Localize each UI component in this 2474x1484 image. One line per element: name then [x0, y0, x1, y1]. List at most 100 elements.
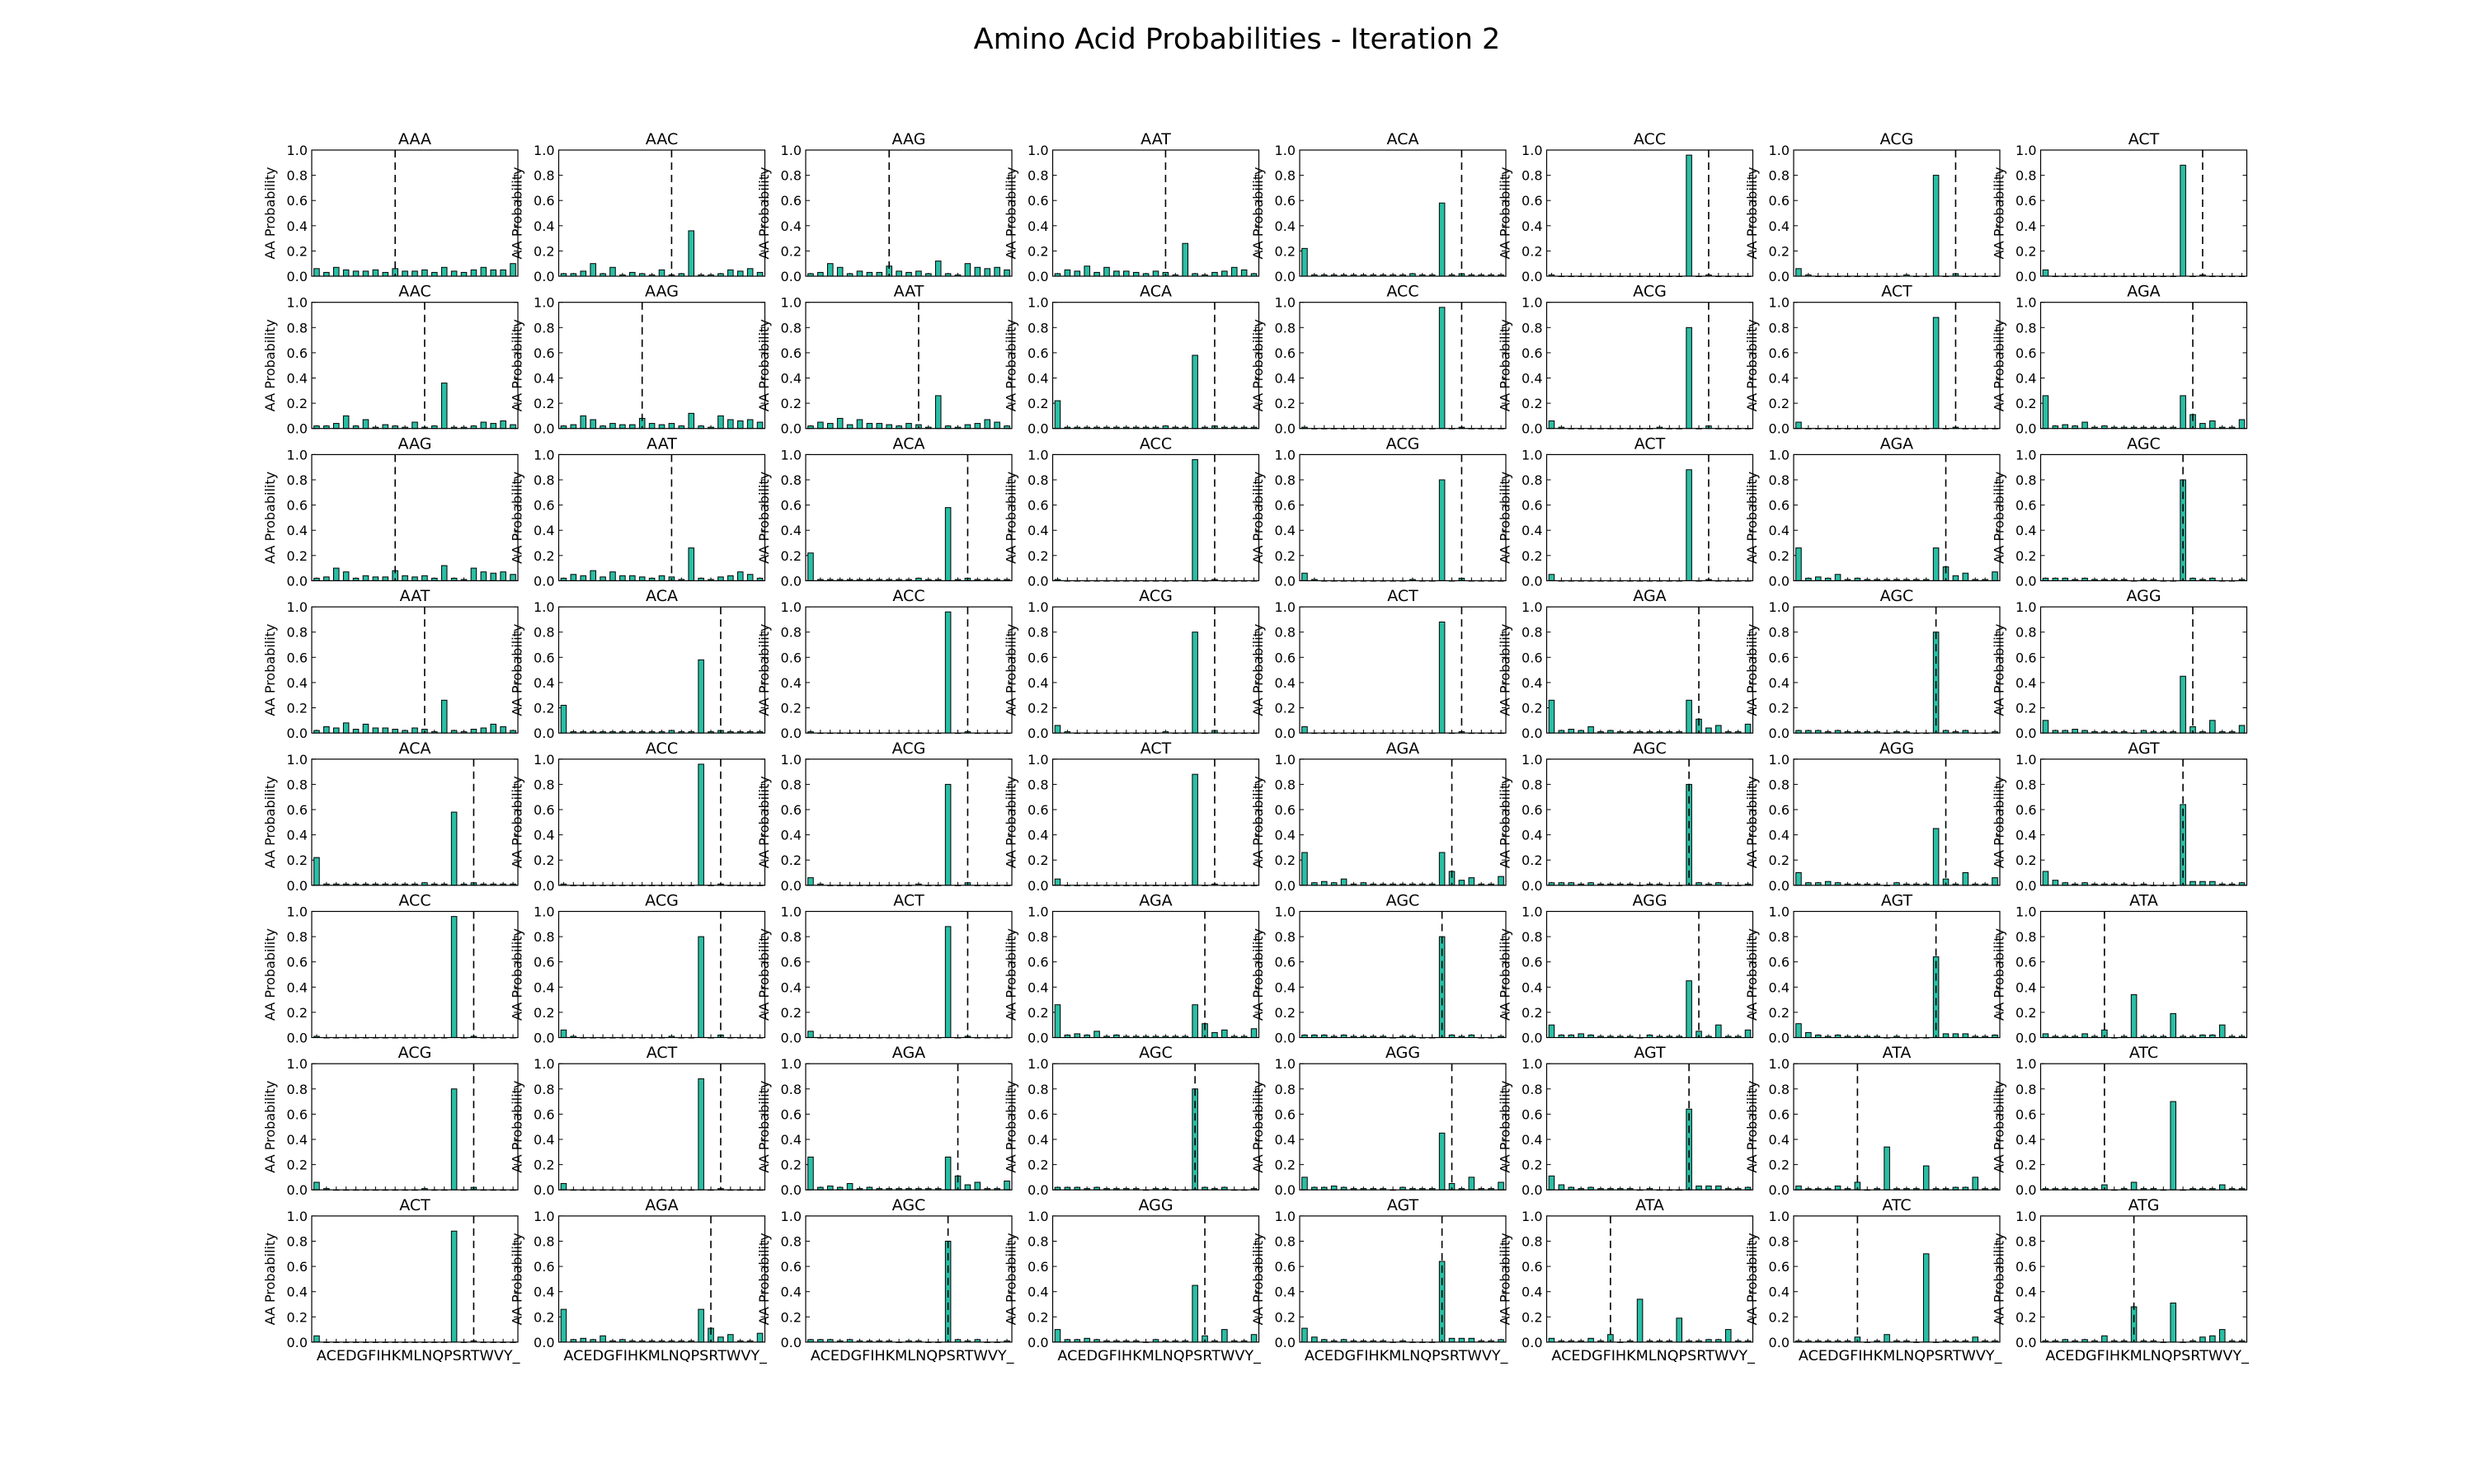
- bar-D: [590, 570, 596, 581]
- y-tick-label: 1.0: [2015, 447, 2036, 463]
- y-tick-label: 0.0: [287, 421, 308, 437]
- subplot-title: ACC: [646, 740, 678, 758]
- y-tick-label: 0.4: [1522, 675, 1542, 691]
- y-tick-label: 1.0: [287, 447, 308, 463]
- bar-P: [440, 565, 448, 581]
- y-tick-label: 0.0: [1275, 878, 1296, 894]
- y-tick-label: 0.0: [534, 878, 554, 894]
- bar-V: [490, 723, 497, 734]
- y-tick-label: 0.8: [287, 777, 308, 792]
- subplot-2-5: ACC AA Probability 0.0 0.2 0.4 0.6 0.8 1.0: [1250, 283, 1507, 437]
- axes-frame: [311, 606, 519, 734]
- y-tick-label: 1.0: [1028, 752, 1048, 768]
- bar-N: [421, 269, 428, 277]
- y-tick-label: 0.0: [2015, 421, 2036, 437]
- bar-A: [1054, 1004, 1061, 1038]
- y-tick-label: 0.0: [287, 1182, 308, 1198]
- axes-frame: [805, 606, 1013, 734]
- y-tick-label: 1.0: [2015, 1209, 2036, 1224]
- y-tick-label: 0.4: [781, 1284, 802, 1300]
- bar-L: [658, 575, 666, 581]
- bar-F: [362, 419, 369, 430]
- y-tick-label: 0.8: [2015, 320, 2036, 336]
- y-tick-label: 0.6: [2015, 1259, 2036, 1275]
- y-tick-label: 0.6: [1522, 802, 1542, 818]
- bar-S: [1686, 326, 1692, 430]
- bar-T: [1952, 575, 1959, 581]
- axes-frame: [2039, 453, 2248, 582]
- bar-_: [1744, 1029, 1752, 1038]
- y-tick-label: 0.2: [287, 548, 308, 564]
- bar-A: [2042, 1033, 2049, 1039]
- y-tick-label: 0.6: [1028, 498, 1048, 514]
- y-tick-label: 0.2: [781, 1309, 802, 1325]
- y-tick-label: 0.8: [2015, 472, 2036, 488]
- bar-L: [412, 727, 418, 734]
- y-tick-label: 0.2: [1275, 1158, 1296, 1173]
- bar-H: [876, 271, 883, 277]
- bar-_: [1250, 1334, 1258, 1343]
- y-tick-label: 1.0: [1769, 295, 1790, 311]
- y-tick-label: 0.4: [534, 1132, 554, 1148]
- bar-A: [1548, 574, 1555, 581]
- bar-E: [332, 567, 340, 581]
- subplot-title: ACA: [1387, 130, 1419, 148]
- axes-frame: [1051, 1215, 1260, 1343]
- bar-W: [1468, 1176, 1475, 1190]
- bar-S: [1686, 980, 1692, 1039]
- y-axis-label: AA Probability: [1992, 1233, 2007, 1325]
- axes-frame: [2039, 302, 2248, 430]
- bar-C: [817, 271, 824, 277]
- y-tick-label: 0.4: [1769, 218, 1790, 234]
- axes-frame: [311, 910, 519, 1039]
- bar-T: [1211, 271, 1218, 277]
- y-tick-label: 0.0: [1522, 1335, 1542, 1350]
- bar-I: [866, 423, 873, 430]
- y-tick-label: 0.8: [287, 320, 308, 336]
- bar-D: [1578, 1033, 1584, 1039]
- y-tick-label: 0.2: [1028, 548, 1048, 564]
- y-tick-label: 0.0: [781, 1335, 802, 1350]
- y-tick-label: 0.2: [781, 548, 802, 564]
- y-tick-label: 0.0: [1769, 573, 1790, 589]
- y-tick-label: 1.0: [1522, 447, 1542, 463]
- bar-A: [1795, 421, 1802, 430]
- y-axis-label: AA Probability: [1992, 776, 2007, 868]
- axes-frame: [1051, 606, 1260, 734]
- bar-R: [1696, 1186, 1702, 1190]
- subplot-title: AGT: [2128, 740, 2160, 758]
- bar-V: [984, 268, 991, 277]
- subplot-6-8: ATA AA Probability 0.0 0.2 0.4 0.6 0.8 1.0: [1992, 892, 2248, 1046]
- bar-W: [480, 727, 487, 734]
- y-tick-label: 0.4: [1522, 828, 1542, 843]
- bar-L: [412, 270, 418, 277]
- y-tick-label: 0.4: [2015, 523, 2036, 538]
- y-axis-label: AA Probability: [1004, 928, 1019, 1021]
- bar-A: [1548, 420, 1555, 430]
- axes-frame: [805, 1063, 1013, 1190]
- bar-C: [817, 421, 824, 430]
- y-tick-label: 0.8: [1028, 168, 1048, 184]
- axes-frame: [557, 453, 766, 582]
- y-tick-label: 0.4: [781, 371, 802, 387]
- subplot-6-6: AGG AA Probability 0.0 0.2 0.4 0.6 0.8 1.0: [1498, 892, 1754, 1046]
- y-axis-label: AA Probability: [1992, 472, 2007, 564]
- y-tick-label: 0.4: [1028, 371, 1048, 387]
- subplot-1-3: AAG AA Probability 0.0 0.2 0.4 0.6 0.8 1.0: [756, 130, 1013, 284]
- axes-frame: [805, 910, 1013, 1039]
- y-axis-label: AA Probability: [1004, 1233, 1019, 1325]
- y-tick-label: 0.8: [287, 472, 308, 488]
- subplot-title: AGC: [1139, 1044, 1173, 1062]
- y-tick-label: 0.8: [1028, 1234, 1048, 1250]
- y-tick-label: 0.0: [1028, 1335, 1048, 1350]
- bar-G: [600, 1335, 606, 1343]
- subplot-title: AGG: [1632, 892, 1667, 910]
- bar-G: [2081, 421, 2088, 430]
- y-tick-label: 0.8: [1769, 1082, 1790, 1097]
- y-axis-label: AA Probability: [1744, 624, 1760, 716]
- y-tick-label: 1.0: [1522, 1209, 1542, 1224]
- bar-Y: [994, 266, 1000, 277]
- bar-A: [807, 1031, 814, 1038]
- y-tick-label: 0.2: [287, 701, 308, 716]
- y-tick-label: 0.8: [1275, 625, 1296, 641]
